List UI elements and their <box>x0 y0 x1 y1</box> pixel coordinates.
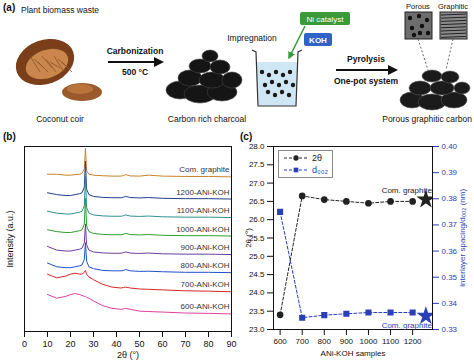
svg-text:Plant biomass waste: Plant biomass waste <box>21 5 99 15</box>
svg-text:26.5: 26.5 <box>249 197 265 206</box>
svg-text:50: 50 <box>134 339 144 349</box>
svg-text:24.0: 24.0 <box>249 288 265 297</box>
svg-text:Com. graphite: Com. graphite <box>179 165 230 174</box>
svg-text:Carbonization: Carbonization <box>107 46 164 56</box>
svg-text:1000-ANi-KOH: 1000-ANi-KOH <box>176 225 230 234</box>
svg-text:0.40: 0.40 <box>442 142 458 151</box>
svg-text:One-pot system: One-pot system <box>334 76 399 86</box>
svg-text:500 °C: 500 °C <box>122 67 148 77</box>
svg-text:KOH: KOH <box>309 36 327 45</box>
svg-text:800: 800 <box>318 337 332 346</box>
svg-text:Pyrolysis: Pyrolysis <box>347 54 385 64</box>
svg-text:0.39: 0.39 <box>442 168 458 177</box>
svg-text:700-ANi-KOH: 700-ANi-KOH <box>181 280 230 289</box>
svg-text:800-ANi-KOH: 800-ANi-KOH <box>181 261 230 270</box>
svg-text:27.5: 27.5 <box>249 160 265 169</box>
svg-text:0.33: 0.33 <box>442 325 458 334</box>
svg-text:28.0: 28.0 <box>249 142 265 151</box>
svg-text:600: 600 <box>273 337 287 346</box>
svg-text:20: 20 <box>65 339 75 349</box>
svg-text:2θ (°): 2θ (°) <box>244 228 253 248</box>
svg-text:Ni catalyst: Ni catalyst <box>307 15 345 24</box>
svg-text:600-ANi-KOH: 600-ANi-KOH <box>181 302 230 311</box>
svg-text:0.37: 0.37 <box>442 220 458 229</box>
svg-text:0: 0 <box>22 339 27 349</box>
svg-text:Com. graphite: Com. graphite <box>382 186 433 195</box>
svg-text:Porous graphitic carbon: Porous graphitic carbon <box>382 114 472 124</box>
svg-text:Impregnation: Impregnation <box>227 33 277 43</box>
svg-text:0.36: 0.36 <box>442 247 458 256</box>
svg-text:27.0: 27.0 <box>249 179 265 188</box>
svg-text:(a): (a) <box>3 2 15 13</box>
svg-text:0.38: 0.38 <box>442 194 458 203</box>
svg-text:ANi-KOH samples: ANi-KOH samples <box>321 349 386 358</box>
svg-text:700: 700 <box>296 337 310 346</box>
svg-text:25.5: 25.5 <box>248 233 265 243</box>
html-text:(c): (c) <box>240 131 253 142</box>
svg-text:0.34: 0.34 <box>442 299 458 308</box>
svg-text:1100: 1100 <box>382 337 400 346</box>
svg-text:23.0: 23.0 <box>249 325 265 334</box>
svg-text:90: 90 <box>226 339 236 349</box>
svg-text:25.0: 25.0 <box>249 252 265 261</box>
svg-text:Carbon rich charcoal: Carbon rich charcoal <box>168 114 247 124</box>
svg-text:Interlayer spacing/d₀₀₂ (nm): Interlayer spacing/d₀₀₂ (nm) <box>458 189 467 288</box>
svg-text:Graphitic: Graphitic <box>438 2 468 11</box>
html-text:2θ: 2θ <box>312 153 322 163</box>
svg-text:26.0: 26.0 <box>249 215 265 224</box>
svg-text:900: 900 <box>340 337 354 346</box>
svg-text:70: 70 <box>180 339 190 349</box>
svg-text:1200-ANi-KOH: 1200-ANi-KOH <box>176 188 230 197</box>
svg-text:Coconut coir: Coconut coir <box>36 114 84 124</box>
svg-text:2θ (°): 2θ (°) <box>117 350 139 360</box>
svg-text:10: 10 <box>42 339 52 349</box>
svg-text:24.5: 24.5 <box>249 270 265 279</box>
svg-text:40: 40 <box>111 339 121 349</box>
svg-text:Porous: Porous <box>406 2 430 11</box>
svg-text:Com. graphite: Com. graphite <box>382 321 433 330</box>
svg-text:30: 30 <box>88 339 98 349</box>
svg-text:900-ANi-KOH: 900-ANi-KOH <box>181 243 230 252</box>
svg-text:60: 60 <box>157 339 167 349</box>
svg-text:23.5: 23.5 <box>249 307 265 316</box>
svg-text:1100-ANi-KOH: 1100-ANi-KOH <box>177 206 230 215</box>
svg-text:1200: 1200 <box>404 337 422 346</box>
html-text:d₀₀₂: d₀₀₂ <box>312 165 328 175</box>
html-text:Intensity (a.u.): Intensity (a.u.) <box>5 210 15 267</box>
svg-text:0.35: 0.35 <box>442 273 458 282</box>
svg-text:1000: 1000 <box>360 337 378 346</box>
html-text:(b): (b) <box>3 131 16 142</box>
svg-text:80: 80 <box>203 339 213 349</box>
